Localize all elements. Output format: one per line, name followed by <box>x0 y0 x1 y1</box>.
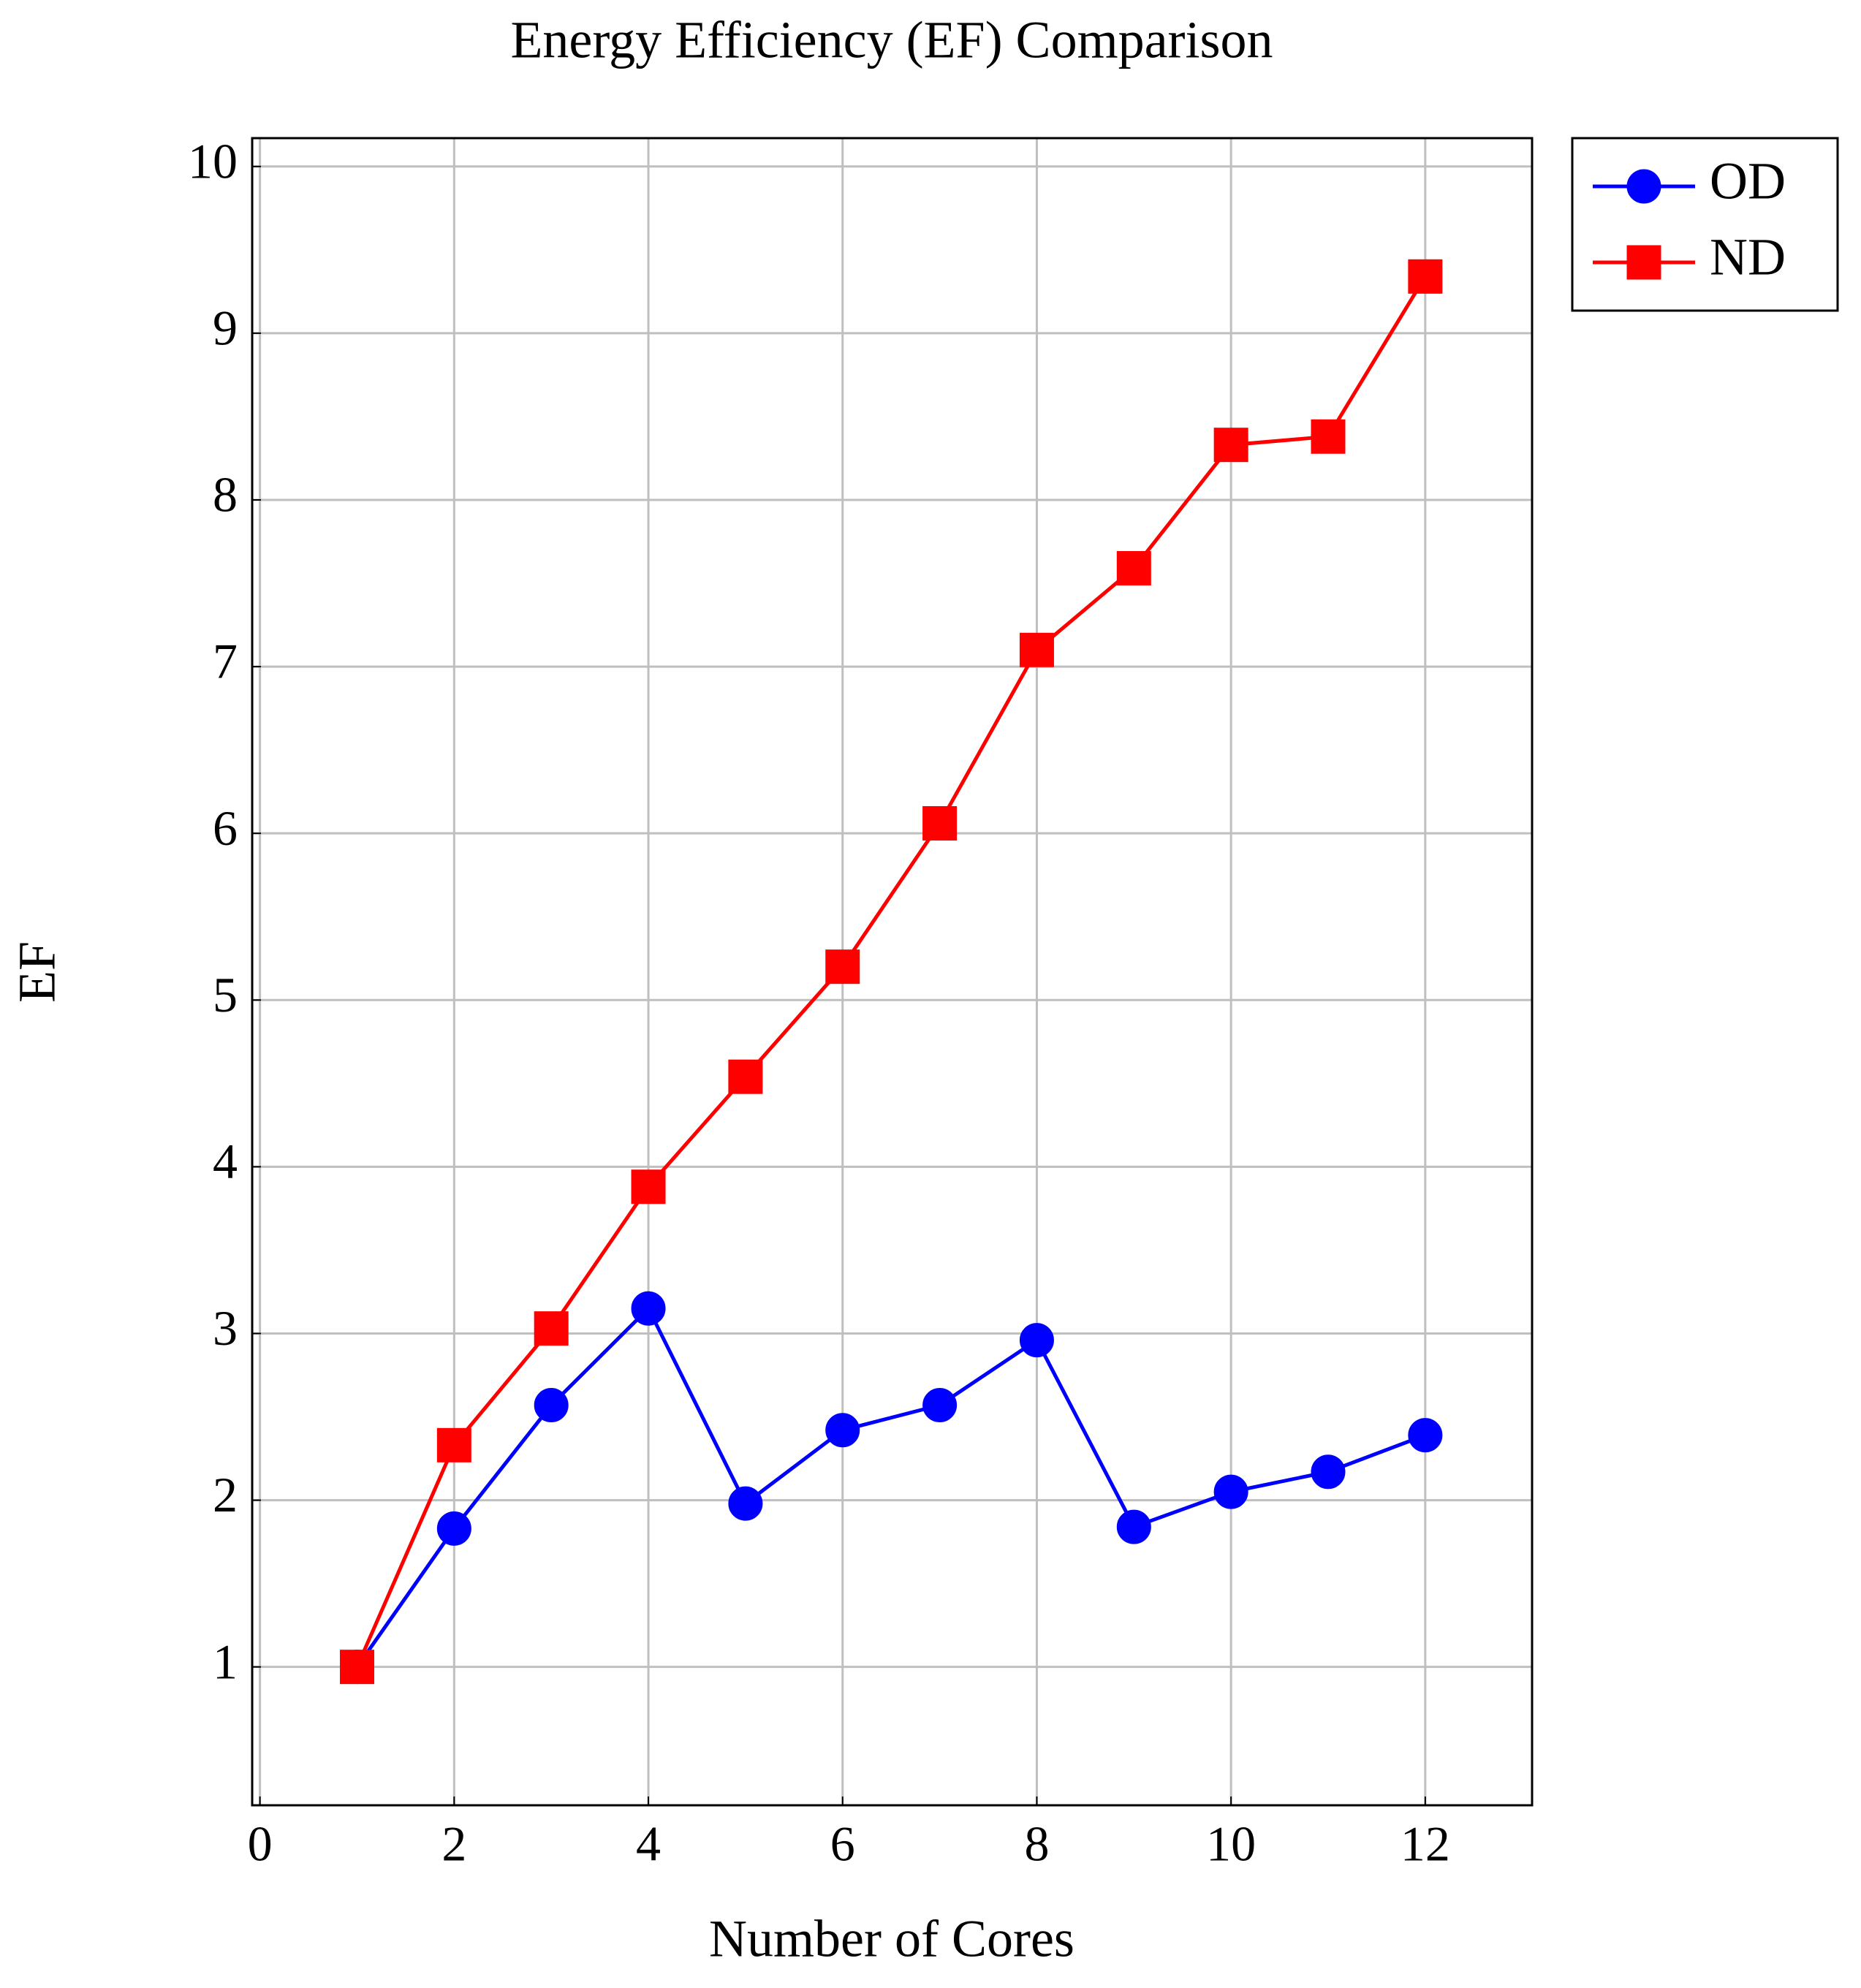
marker <box>534 1388 569 1423</box>
y-tick-label: 5 <box>213 967 238 1023</box>
marker <box>825 949 860 984</box>
x-tick-label: 2 <box>441 1816 466 1872</box>
marker <box>1116 550 1151 585</box>
x-tick-label: 10 <box>1206 1816 1256 1872</box>
y-tick-label: 4 <box>213 1134 238 1189</box>
legend-box <box>1571 137 1839 312</box>
marker <box>1213 1474 1248 1509</box>
marker <box>825 1413 860 1448</box>
marker <box>1311 1454 1346 1490</box>
marker <box>1626 169 1661 204</box>
marker <box>728 1059 763 1094</box>
x-tick-label: 12 <box>1401 1816 1450 1872</box>
marker <box>436 1511 471 1546</box>
marker <box>534 1311 569 1346</box>
marker <box>1626 245 1661 280</box>
marker <box>631 1291 666 1326</box>
marker <box>1408 1418 1443 1453</box>
series-line <box>355 1305 1426 1669</box>
marker <box>436 1427 471 1462</box>
y-tick-label: 10 <box>188 133 238 189</box>
marker <box>1311 419 1346 454</box>
marker <box>922 1388 958 1423</box>
marker <box>1019 1323 1054 1358</box>
y-tick-label: 1 <box>213 1634 238 1689</box>
x-tick-label: 0 <box>248 1816 273 1872</box>
plot-frame <box>251 137 1534 1807</box>
marker <box>1213 428 1248 463</box>
legend-label: OD <box>1710 152 1786 210</box>
marker <box>1116 1509 1151 1544</box>
marker <box>728 1486 763 1521</box>
marker <box>631 1169 666 1204</box>
chart-title: Energy Efficiency (EF) Comparison <box>510 11 1273 69</box>
x-tick-label: 8 <box>1024 1816 1049 1872</box>
x-tick-label: 4 <box>636 1816 661 1872</box>
y-tick-label: 2 <box>213 1467 238 1522</box>
y-tick-label: 3 <box>213 1300 238 1356</box>
y-tick-label: 6 <box>213 800 238 856</box>
x-tick-label: 6 <box>830 1816 855 1872</box>
y-tick-label: 7 <box>213 634 238 689</box>
y-tick-label: 9 <box>213 300 238 355</box>
series-line <box>355 276 1427 1668</box>
x-axis-label: Number of Cores <box>709 1910 1074 1968</box>
marker <box>1408 259 1443 294</box>
marker <box>922 805 958 841</box>
marker <box>339 1650 374 1685</box>
legend-label: ND <box>1710 228 1786 287</box>
y-tick-label: 8 <box>213 467 238 523</box>
y-axis-label: EF <box>8 941 67 1003</box>
marker <box>1019 632 1054 667</box>
